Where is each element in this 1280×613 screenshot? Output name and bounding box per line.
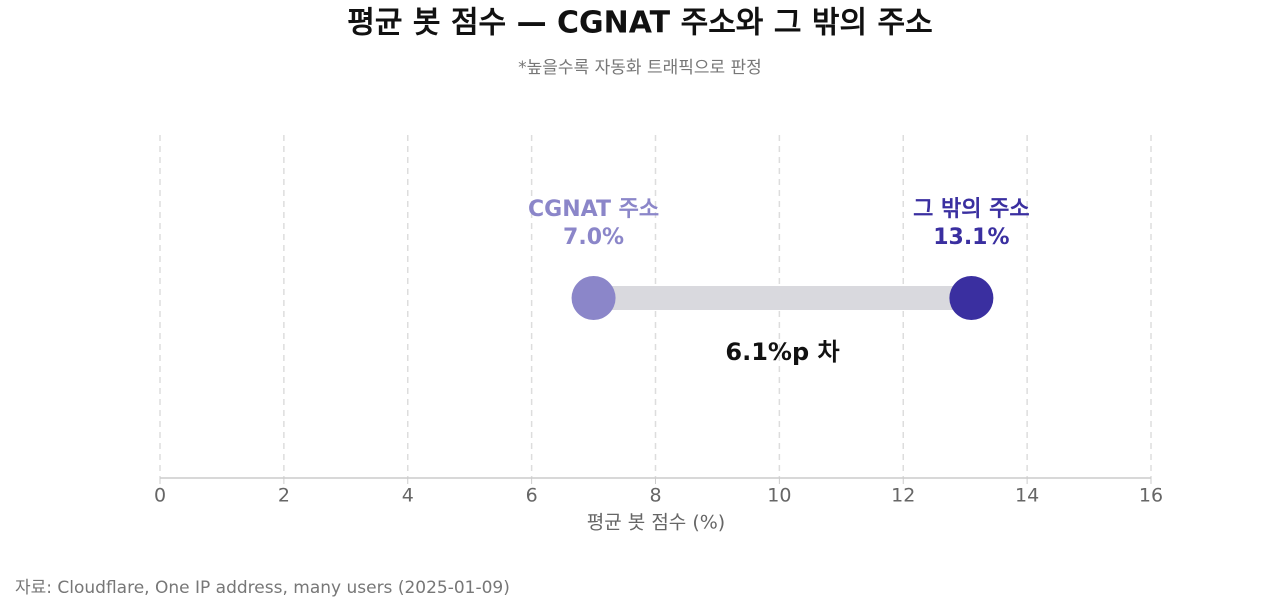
x-tick-label: 12 — [891, 485, 915, 507]
chart-subtitle: *높을수록 자동화 트래픽으로 판정 — [518, 58, 762, 78]
value-label: 7.0% — [563, 225, 624, 250]
source-note: 자료: Cloudflare, One IP address, many use… — [15, 578, 510, 598]
x-tick-label: 8 — [649, 485, 661, 507]
series-label: 그 밖의 주소 — [913, 197, 1030, 222]
x-tick-label: 6 — [526, 485, 538, 507]
x-tick-label: 4 — [402, 485, 414, 507]
x-tick-label: 14 — [1015, 485, 1039, 507]
series-label: CGNAT 주소 — [528, 197, 659, 222]
x-tick-label: 0 — [154, 485, 166, 507]
difference-annotation: 6.1%p 차 — [725, 338, 839, 366]
chart-title: 평균 봇 점수 — CGNAT 주소와 그 밖의 주소 — [347, 6, 932, 41]
value-label: 13.1% — [933, 225, 1009, 250]
x-tick-label: 16 — [1139, 485, 1163, 507]
dot — [949, 276, 994, 320]
x-axis-label: 평균 봇 점수 (%) — [587, 512, 725, 534]
x-tick-label: 10 — [767, 485, 791, 507]
dot — [571, 276, 616, 320]
x-tick-label: 2 — [278, 485, 290, 507]
